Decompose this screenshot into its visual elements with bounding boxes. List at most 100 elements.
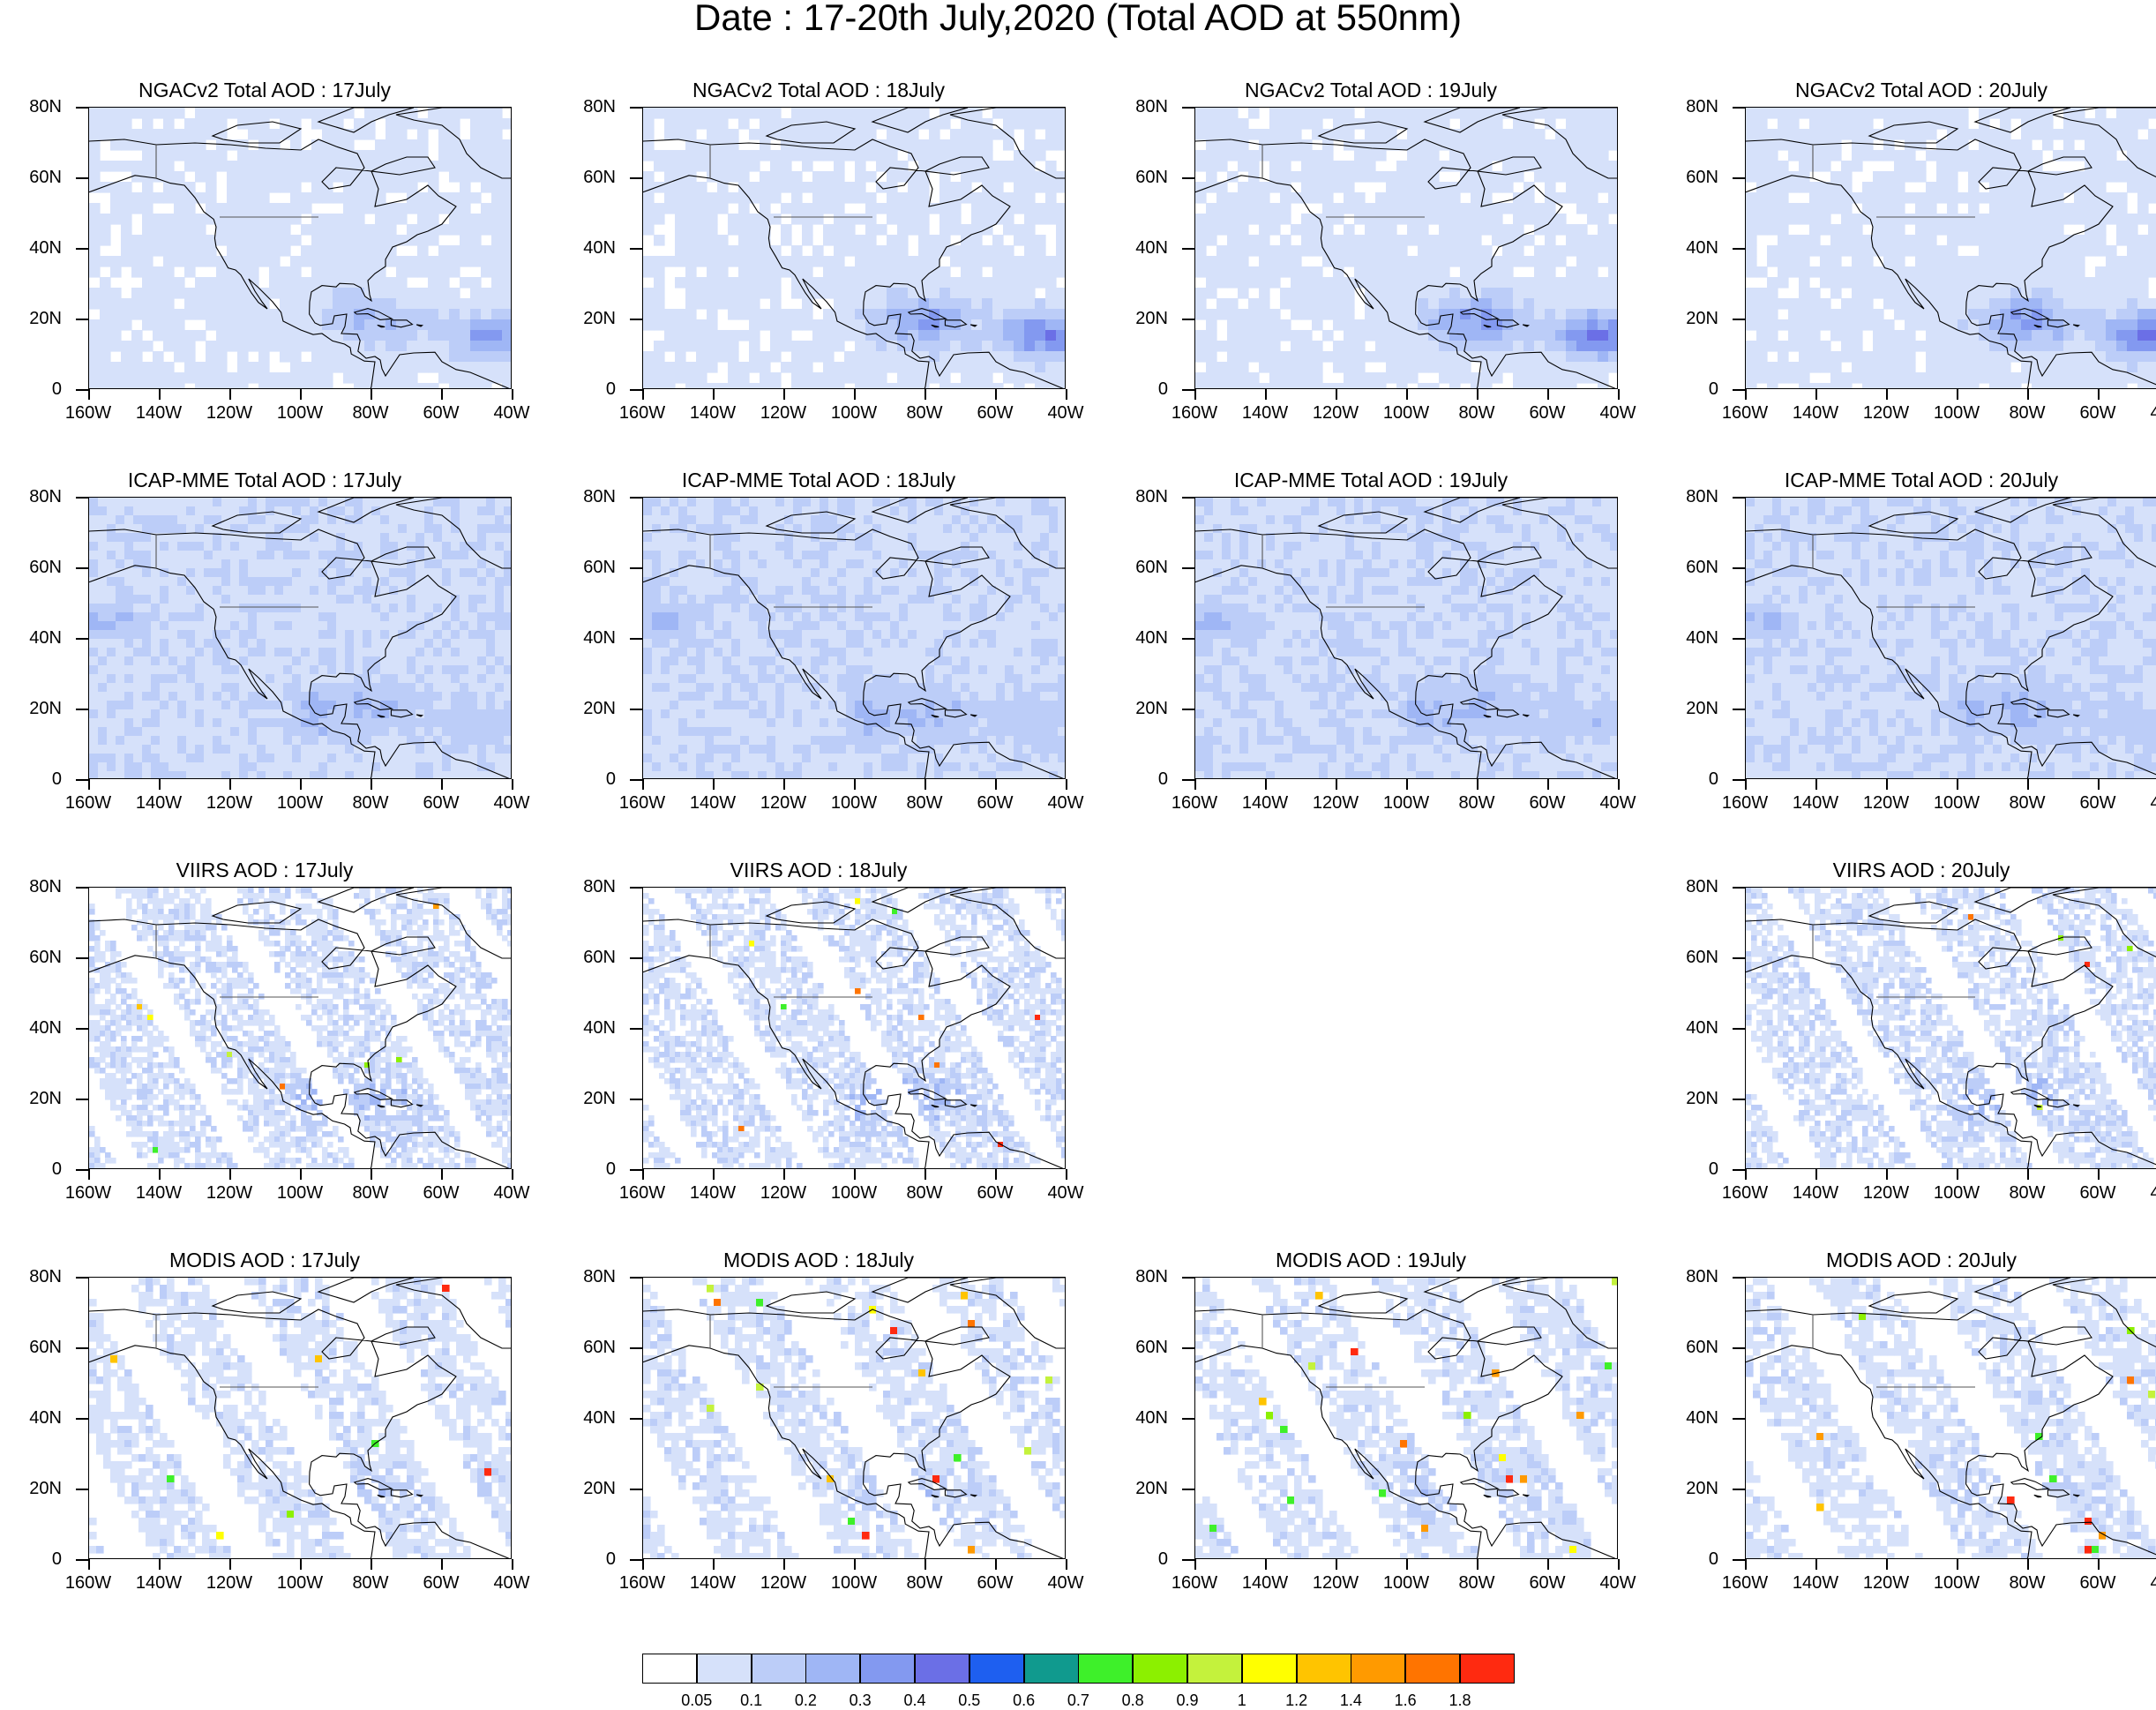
x-tick-mark <box>1406 779 1408 790</box>
x-tick-mark <box>371 1559 372 1570</box>
x-tick-mark <box>88 1559 90 1570</box>
x-tick-label: 160W <box>1710 404 1780 422</box>
x-tick-label: 120W <box>748 794 819 812</box>
x-tick-mark <box>1194 1559 1196 1570</box>
x-tick-mark <box>159 1559 161 1570</box>
x-tick-label: 160W <box>607 1184 677 1202</box>
x-tick-label: 80W <box>1441 1574 1512 1592</box>
x-tick-label: 80W <box>889 404 960 422</box>
x-tick-label: 120W <box>748 1184 819 1202</box>
x-tick-mark <box>300 1169 302 1180</box>
panel-title: VIIRS AOD : 20July <box>1657 858 2156 882</box>
aod-map <box>89 1278 511 1558</box>
y-tick-label: 20N <box>554 310 616 327</box>
y-tick-label: 60N <box>1657 169 1718 186</box>
x-tick-mark <box>1815 1169 1817 1180</box>
x-tick-label: 140W <box>677 794 748 812</box>
x-tick-label: 40W <box>2133 1184 2156 1202</box>
x-tick-label: 140W <box>1230 794 1300 812</box>
x-tick-label: 120W <box>1300 404 1371 422</box>
x-tick-label: 120W <box>194 1184 265 1202</box>
y-tick-label: 60N <box>1106 559 1168 576</box>
colorbar-swatch <box>1460 1654 1515 1684</box>
map-frame <box>1194 497 1618 779</box>
y-tick-mark <box>76 567 88 569</box>
y-tick-mark <box>76 1277 88 1279</box>
y-tick-mark <box>1182 709 1194 710</box>
y-tick-label: 40N <box>0 239 62 257</box>
y-tick-label: 40N <box>1657 1019 1718 1037</box>
aod-map <box>89 888 511 1168</box>
x-tick-label: 60W <box>960 794 1030 812</box>
aod-field <box>89 888 511 1168</box>
x-tick-mark <box>854 389 856 400</box>
x-tick-mark <box>1194 389 1196 400</box>
y-tick-label: 60N <box>0 559 62 576</box>
y-tick-label: 20N <box>0 1480 62 1497</box>
x-tick-mark <box>713 389 715 400</box>
map-frame <box>642 497 1066 779</box>
x-tick-label: 40W <box>1583 1574 1653 1592</box>
x-tick-label: 80W <box>1992 794 2062 812</box>
x-tick-mark <box>1406 1559 1408 1570</box>
y-tick-label: 80N <box>554 1268 616 1286</box>
x-tick-label: 140W <box>677 1184 748 1202</box>
map-panel: VIIRS AOD : 18July 80N 60N 40N 20N 0 160W 140W 1… <box>554 858 1083 1246</box>
x-tick-label: 100W <box>819 1184 889 1202</box>
aod-map <box>1746 888 2156 1168</box>
panel-title: MODIS AOD : 18July <box>554 1248 1083 1272</box>
x-tick-label: 80W <box>1992 1574 2062 1592</box>
x-tick-mark <box>1957 1169 1958 1180</box>
y-tick-label: 80N <box>554 488 616 506</box>
map-panel: MODIS AOD : 18July 80N 60N 40N 20N 0 160W 140W 1… <box>554 1248 1083 1636</box>
x-tick-label: 120W <box>1851 404 1921 422</box>
y-tick-label: 80N <box>0 878 62 896</box>
coastlines <box>89 1278 511 1558</box>
y-tick-mark <box>1733 1099 1745 1100</box>
x-tick-mark <box>1406 389 1408 400</box>
x-tick-mark <box>1957 1559 1958 1570</box>
aod-field <box>1746 888 2156 1168</box>
x-tick-mark <box>1815 779 1817 790</box>
y-tick-mark <box>1733 1347 1745 1349</box>
colorbar-swatch <box>1296 1654 1351 1684</box>
colorbar-swatch <box>969 1654 1024 1684</box>
x-tick-label: 40W <box>2133 794 2156 812</box>
y-tick-mark <box>1733 638 1745 640</box>
x-tick-label: 40W <box>476 1574 547 1592</box>
y-tick-mark <box>630 709 642 710</box>
x-tick-mark <box>1066 1169 1067 1180</box>
x-tick-label: 160W <box>1710 1574 1780 1592</box>
map-frame <box>88 1277 512 1559</box>
panel-title: ICAP-MME Total AOD : 19July <box>1106 468 1636 492</box>
y-tick-mark <box>630 389 642 391</box>
x-tick-label: 160W <box>1159 1574 1230 1592</box>
y-tick-mark <box>76 1347 88 1349</box>
x-tick-label: 100W <box>1371 404 1441 422</box>
y-tick-label: 0 <box>1106 770 1168 788</box>
x-tick-label: 100W <box>819 794 889 812</box>
panel-title: VIIRS AOD : 18July <box>554 858 1083 882</box>
y-tick-mark <box>76 957 88 959</box>
y-tick-label: 60N <box>1106 1339 1168 1356</box>
x-tick-label: 140W <box>1780 404 1851 422</box>
y-tick-mark <box>76 1169 88 1171</box>
y-tick-mark <box>1733 1028 1745 1030</box>
x-tick-mark <box>783 1559 785 1570</box>
x-tick-label: 60W <box>406 404 476 422</box>
x-tick-mark <box>88 779 90 790</box>
y-tick-label: 40N <box>554 1019 616 1037</box>
x-tick-label: 160W <box>53 794 124 812</box>
colorbar-swatch <box>642 1654 697 1684</box>
x-tick-label: 140W <box>1230 1574 1300 1592</box>
panel-title: NGACv2 Total AOD : 19July <box>1106 78 1636 102</box>
aod-map <box>89 498 511 778</box>
y-tick-label: 0 <box>1657 380 1718 398</box>
x-tick-mark <box>1477 389 1479 400</box>
colorbar-swatch <box>1351 1654 1406 1684</box>
y-tick-mark <box>76 1418 88 1420</box>
map-frame <box>642 887 1066 1169</box>
y-tick-mark <box>1733 709 1745 710</box>
panel-title: VIIRS AOD : 17July <box>0 858 529 882</box>
y-tick-mark <box>1182 1347 1194 1349</box>
